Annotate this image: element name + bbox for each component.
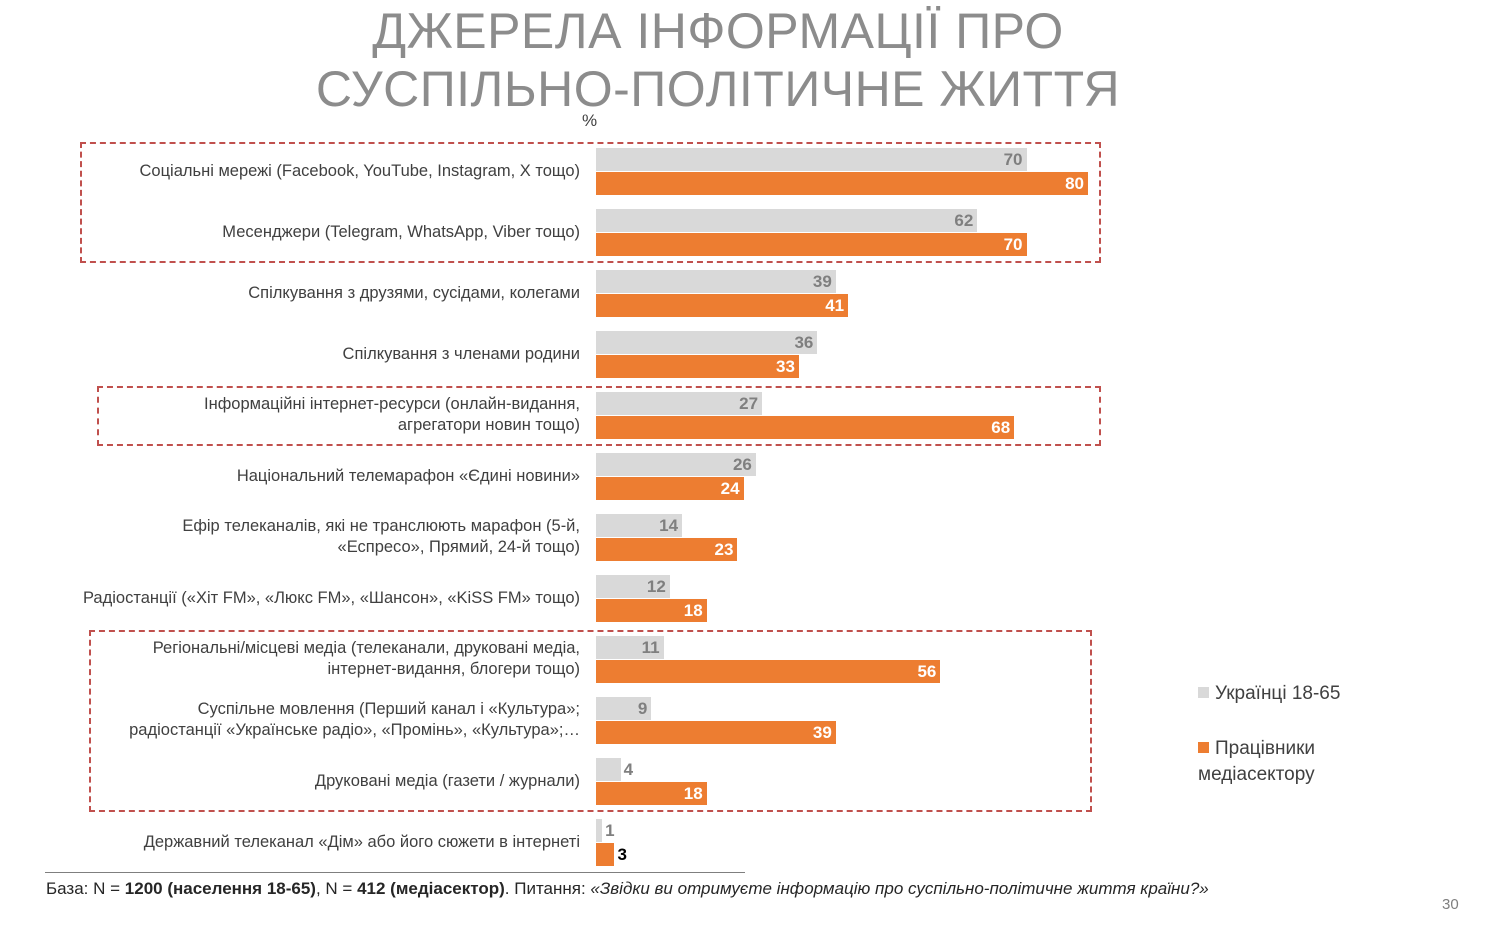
value-label-media-workers: 39 [812, 723, 832, 742]
category-label-line: Ефір телеканалів, які не транслюють мара… [182, 517, 580, 535]
value-label-ukrainians: 70 [1003, 150, 1023, 169]
category-label-line: агрегатори новин тощо) [397, 416, 580, 434]
unit-label: % [582, 111, 598, 130]
footer-note: База: N = 1200 (населення 18-65), N = 41… [46, 878, 1209, 900]
value-label-media-workers: 70 [1003, 235, 1023, 254]
value-label-media-workers: 56 [917, 662, 937, 681]
bar-media-workers [596, 477, 744, 500]
value-label-ukrainians: 26 [732, 455, 752, 474]
value-label-media-workers: 33 [776, 357, 795, 376]
value-label-ukrainians: 9 [637, 699, 648, 718]
bar-ukrainians [596, 819, 603, 842]
value-label-ukrainians: 11 [641, 638, 660, 657]
footer-n1: 1200 (населення 18-65) [124, 879, 316, 898]
page-number: 30 [1442, 896, 1459, 913]
category-label: Друковані медіа (газети / журнали) [40, 771, 580, 792]
category-label: Спілкування з членами родини [40, 344, 580, 365]
bar-media-workers [596, 355, 799, 378]
value-label-media-workers: 24 [720, 479, 740, 498]
category-label: Спілкування з друзями, сусідами, колегам… [40, 283, 580, 304]
legend-swatch-ukrainians [1198, 687, 1209, 698]
value-label-ukrainians: 62 [954, 211, 974, 230]
value-label-media-workers: 68 [991, 418, 1011, 437]
bar-media-workers [596, 843, 615, 866]
category-label: Суспільне мовлення (Перший канал і «Куль… [40, 699, 580, 741]
category-label-line: радіостанції «Українське радіо», «Промін… [129, 721, 580, 739]
value-label-ukrainians: 1 [605, 821, 615, 840]
category-label-line: Інформаційні інтернет-ресурси (онлайн-ви… [204, 395, 580, 413]
value-label-ukrainians: 36 [794, 333, 814, 352]
chart-title-line-1: ДЖЕРЕЛА ІНФОРМАЦІЇ ПРО [372, 3, 1064, 59]
bar-ukrainians [596, 270, 836, 293]
category-label: Месенджери (Telegram, WhatsApp, Viber то… [40, 222, 580, 243]
category-label: Радіостанції («Хіт FM», «Люкс FM», «Шанс… [40, 588, 580, 609]
bar-ukrainians [596, 392, 763, 415]
footer-sep: , N = [315, 879, 358, 898]
category-label-line: Суспільне мовлення (Перший канал і «Куль… [197, 700, 580, 718]
category-label-line: «Еспресо», Прямий, 24-й тощо) [337, 538, 580, 556]
bar-ukrainians [596, 148, 1027, 171]
legend-label-ukrainians: Українці 18-65 [1215, 683, 1341, 704]
legend-item-ukrainians: Українці 18-65 [1198, 681, 1398, 707]
category-label-line: Державний телеканал «Дім» або його сюжет… [143, 832, 580, 851]
bar-ukrainians [596, 514, 683, 537]
footer-base-label: База: N = [46, 879, 125, 898]
bar-ukrainians [596, 453, 756, 476]
footer-question: «Звідки ви отримуєте інформацію про сусп… [590, 879, 1209, 898]
value-label-media-workers: 3 [617, 845, 627, 864]
value-label-media-workers: 18 [683, 784, 703, 803]
bar-media-workers [596, 538, 738, 561]
bar-media-workers [596, 721, 836, 744]
bar-media-workers [596, 660, 941, 683]
value-label-media-workers: 80 [1065, 174, 1084, 193]
bar-ukrainians [596, 209, 978, 232]
chart-title-line-2: СУСПІЛЬНО-ПОЛІТИЧНЕ ЖИТТЯ [315, 61, 1121, 117]
category-label-line: Месенджери (Telegram, WhatsApp, Viber то… [222, 222, 580, 241]
value-label-ukrainians: 12 [646, 577, 666, 596]
value-label-ukrainians: 14 [659, 516, 679, 535]
bar-media-workers [596, 782, 707, 805]
value-label-media-workers: 18 [683, 601, 703, 620]
highlight-box [80, 142, 1101, 263]
bar-media-workers [596, 172, 1088, 195]
bar-media-workers [596, 233, 1027, 256]
value-label-ukrainians: 4 [623, 760, 634, 779]
bar-ukrainians [596, 697, 652, 720]
legend-swatch-media-workers [1198, 742, 1209, 753]
category-label: Національний телемарафон «Єдині новини» [40, 466, 580, 487]
category-label-line: Радіостанції («Хіт FM», «Люкс FM», «Шанс… [82, 588, 580, 607]
bar-ukrainians [596, 636, 664, 659]
category-label: Державний телеканал «Дім» або його сюжет… [40, 832, 580, 853]
category-label-line: Друковані медіа (газети / журнали) [314, 771, 580, 790]
category-label-line: Регіональні/місцеві медіа (телеканали, д… [152, 639, 580, 657]
legend-label-media-workers-1: Працівники [1215, 738, 1316, 759]
footer-n2: 412 (медіасектор) [357, 879, 505, 898]
footer-divider [45, 872, 745, 873]
category-label-line: Спілкування з членами родини [342, 344, 580, 363]
highlight-box [97, 386, 1101, 446]
value-label-ukrainians: 27 [739, 394, 759, 413]
footer-question-label: . Питання: [504, 879, 591, 898]
legend-item-media-workers: Працівники медіасектору [1198, 736, 1398, 788]
value-label-media-workers: 23 [714, 540, 734, 559]
highlight-box [89, 630, 1092, 812]
bar-media-workers [596, 416, 1015, 439]
bar-media-workers [596, 294, 849, 317]
bar-ukrainians [596, 575, 670, 598]
category-label-line: Національний телемарафон «Єдині новини» [236, 466, 580, 485]
category-label: Регіональні/місцеві медіа (телеканали, д… [40, 638, 580, 680]
category-label: Ефір телеканалів, які не транслюють мара… [40, 516, 580, 558]
chart-title: ДЖЕРЕЛА ІНФОРМАЦІЇ ПРО СУСПІЛЬНО-ПОЛІТИЧ… [0, 2, 1436, 118]
category-label: Інформаційні інтернет-ресурси (онлайн-ви… [40, 394, 580, 436]
category-label: Соціальні мережі (Facebook, YouTube, Ins… [40, 161, 580, 182]
legend-label-media-workers-2: медіасектору [1198, 764, 1315, 785]
bar-ukrainians [596, 331, 818, 354]
bar-media-workers [596, 599, 707, 622]
category-label-line: Соціальні мережі (Facebook, YouTube, Ins… [139, 161, 580, 180]
value-label-ukrainians: 39 [812, 272, 832, 291]
bar-ukrainians [596, 758, 621, 781]
value-label-media-workers: 41 [825, 296, 845, 315]
category-label-line: Спілкування з друзями, сусідами, колегам… [248, 283, 580, 302]
category-label-line: інтернет-видання, блогери тощо) [327, 660, 580, 678]
